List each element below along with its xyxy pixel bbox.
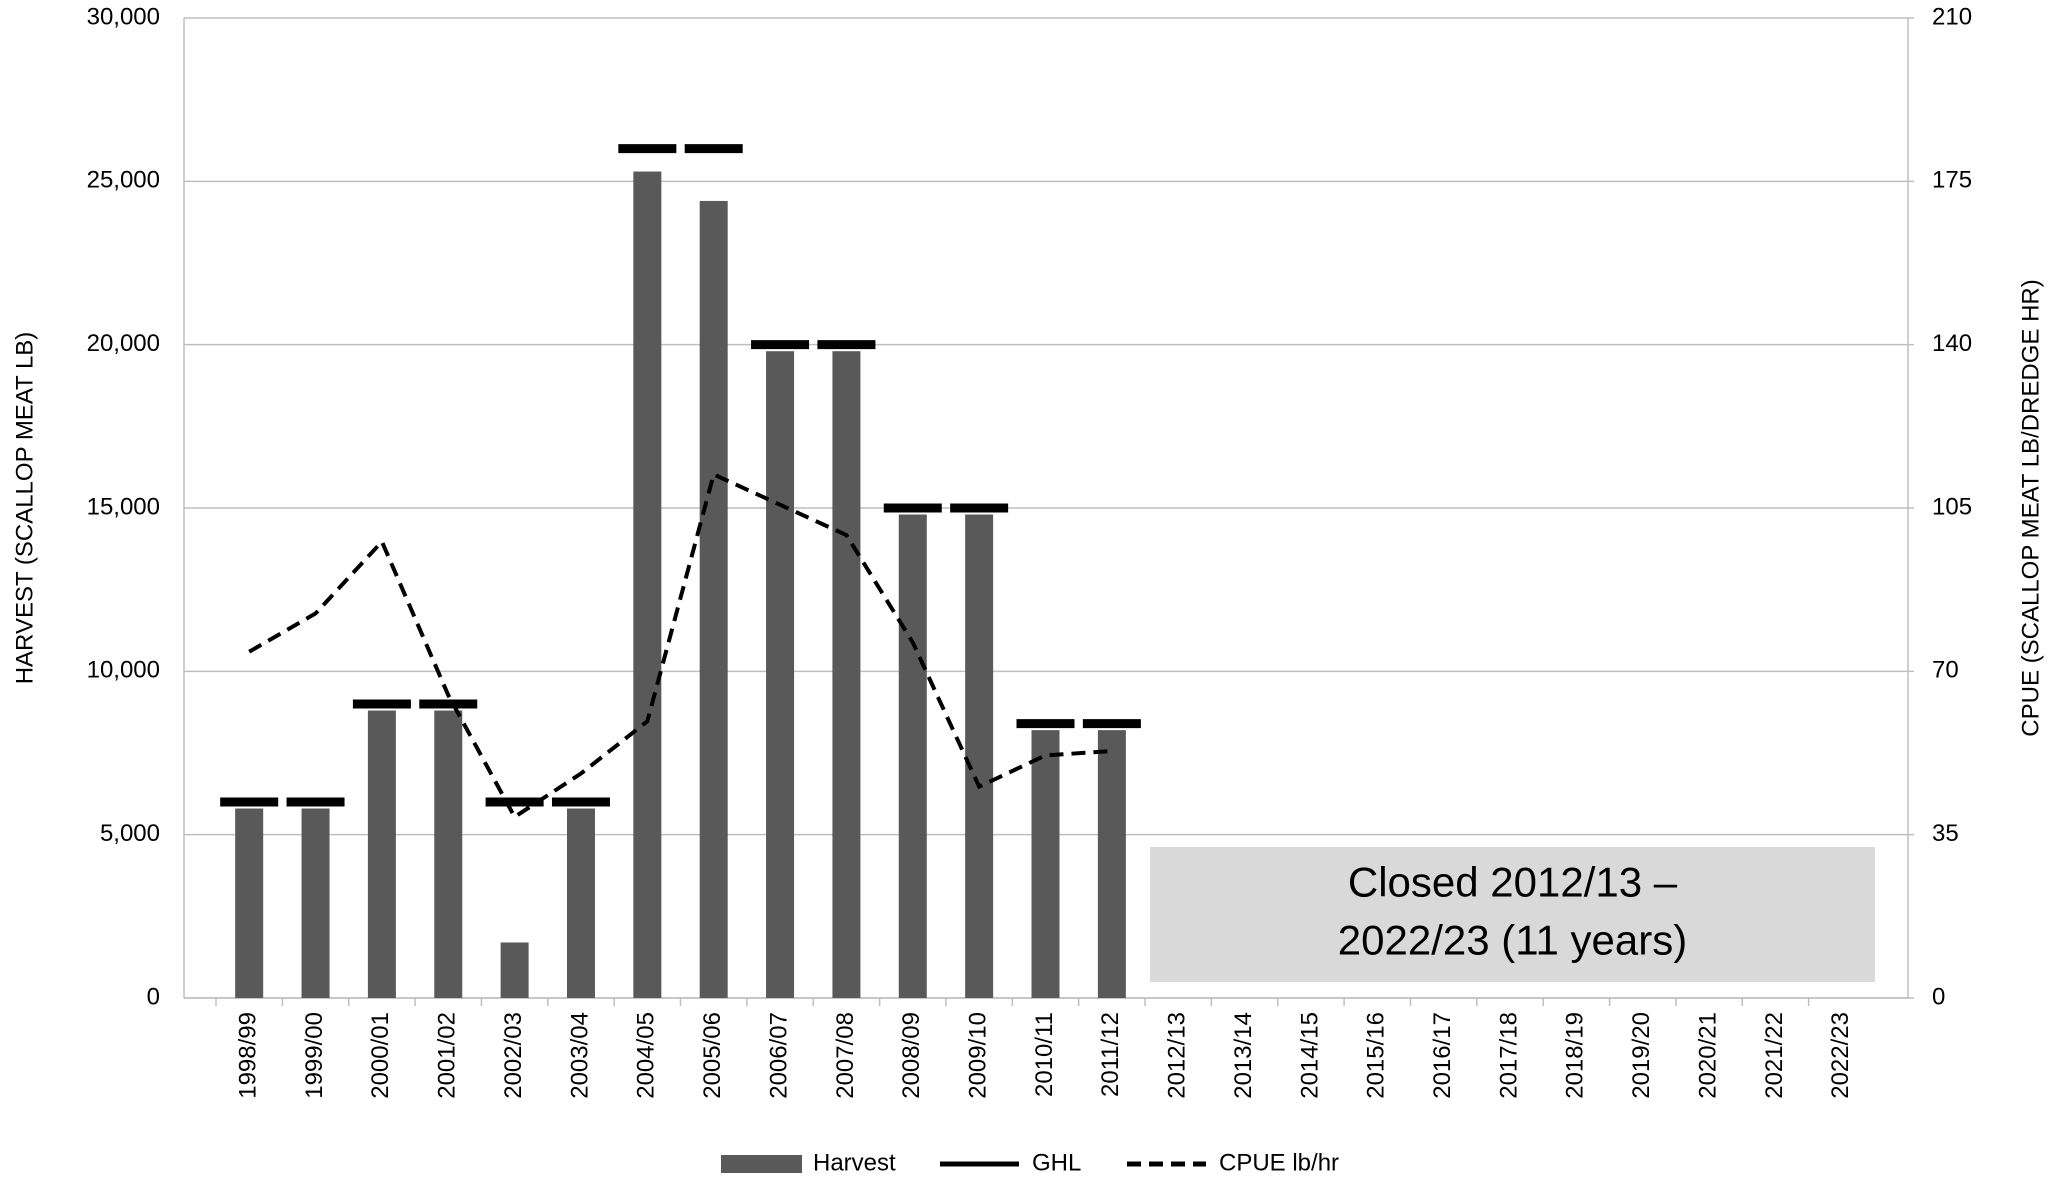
- x-tick-label: 2022/23: [1827, 1012, 1854, 1099]
- x-tick-label: 2018/19: [1562, 1012, 1589, 1099]
- bar: [965, 514, 994, 998]
- x-tick-label: 1998/99: [235, 1012, 262, 1099]
- x-tick-label: 2013/14: [1230, 1012, 1257, 1099]
- x-tick-label: 2009/10: [964, 1012, 991, 1099]
- bar: [235, 808, 264, 998]
- bar: [367, 710, 396, 998]
- annotation-box: [1150, 847, 1875, 982]
- bar: [898, 514, 927, 998]
- y-tick-label: 0: [147, 983, 160, 1010]
- x-tick-label: 1999/00: [301, 1012, 328, 1099]
- y-axis-label: HARVEST (SCALLOP MEAT LB): [11, 332, 38, 685]
- bar: [434, 710, 463, 998]
- annotation-text: 2022/23 (11 years): [1338, 917, 1687, 964]
- y2-tick-label: 105: [1932, 493, 1972, 520]
- x-tick-label: 2015/16: [1363, 1012, 1390, 1099]
- x-tick-label: 2008/09: [898, 1012, 925, 1099]
- bar: [1031, 730, 1060, 998]
- y-tick-label: 20,000: [87, 330, 160, 357]
- y2-axis-label: CPUE (SCALLOP MEAT LB/DREDGE HR): [2017, 279, 2044, 736]
- x-tick-label: 2019/20: [1628, 1012, 1655, 1099]
- cpue-line: [248, 471, 1112, 820]
- bar: [1097, 730, 1126, 998]
- x-tick-label: 2021/22: [1761, 1012, 1788, 1099]
- x-tick-label: 2010/11: [1031, 1012, 1058, 1097]
- x-tick-label: 2016/17: [1429, 1012, 1456, 1099]
- y-tick-label: 15,000: [87, 493, 160, 520]
- y2-tick-label: 35: [1932, 820, 1959, 847]
- legend-label: Harvest: [813, 1149, 896, 1176]
- bar: [832, 351, 861, 998]
- y-tick-label: 25,000: [87, 167, 160, 194]
- x-tick-label: 2004/05: [633, 1012, 660, 1099]
- x-tick-label: 2017/18: [1495, 1012, 1522, 1099]
- annotation-text: Closed 2012/13 –: [1348, 859, 1678, 906]
- legend-label: CPUE lb/hr: [1219, 1149, 1339, 1176]
- y-tick-label: 5,000: [100, 820, 160, 847]
- y2-tick-label: 70: [1932, 657, 1959, 684]
- y2-tick-label: 175: [1932, 167, 1972, 194]
- x-tick-label: 2014/15: [1296, 1012, 1323, 1099]
- y-tick-label: 30,000: [87, 3, 160, 30]
- bar: [633, 171, 662, 999]
- legend-label: GHL: [1032, 1149, 1081, 1176]
- y2-tick-label: 210: [1932, 3, 1972, 30]
- x-tick-label: 2003/04: [566, 1012, 593, 1099]
- bar: [500, 942, 529, 998]
- bar: [699, 200, 728, 998]
- x-tick-label: 2005/06: [699, 1012, 726, 1099]
- x-tick-label: 2002/03: [500, 1012, 527, 1099]
- x-tick-label: 2001/02: [434, 1012, 461, 1099]
- bar: [301, 808, 330, 998]
- x-tick-label: 2000/01: [367, 1012, 394, 1099]
- y2-tick-label: 140: [1932, 330, 1972, 357]
- x-tick-label: 2012/13: [1164, 1012, 1191, 1099]
- x-tick-label: 2007/08: [832, 1012, 859, 1099]
- x-tick-label: 2011/12: [1097, 1012, 1124, 1097]
- y-tick-label: 10,000: [87, 657, 160, 684]
- legend-swatch: [721, 1155, 802, 1173]
- bar: [566, 808, 595, 998]
- x-tick-label: 2020/21: [1694, 1012, 1721, 1099]
- bar: [766, 351, 795, 998]
- x-tick-label: 2006/07: [765, 1012, 792, 1099]
- y2-tick-label: 0: [1932, 983, 1945, 1010]
